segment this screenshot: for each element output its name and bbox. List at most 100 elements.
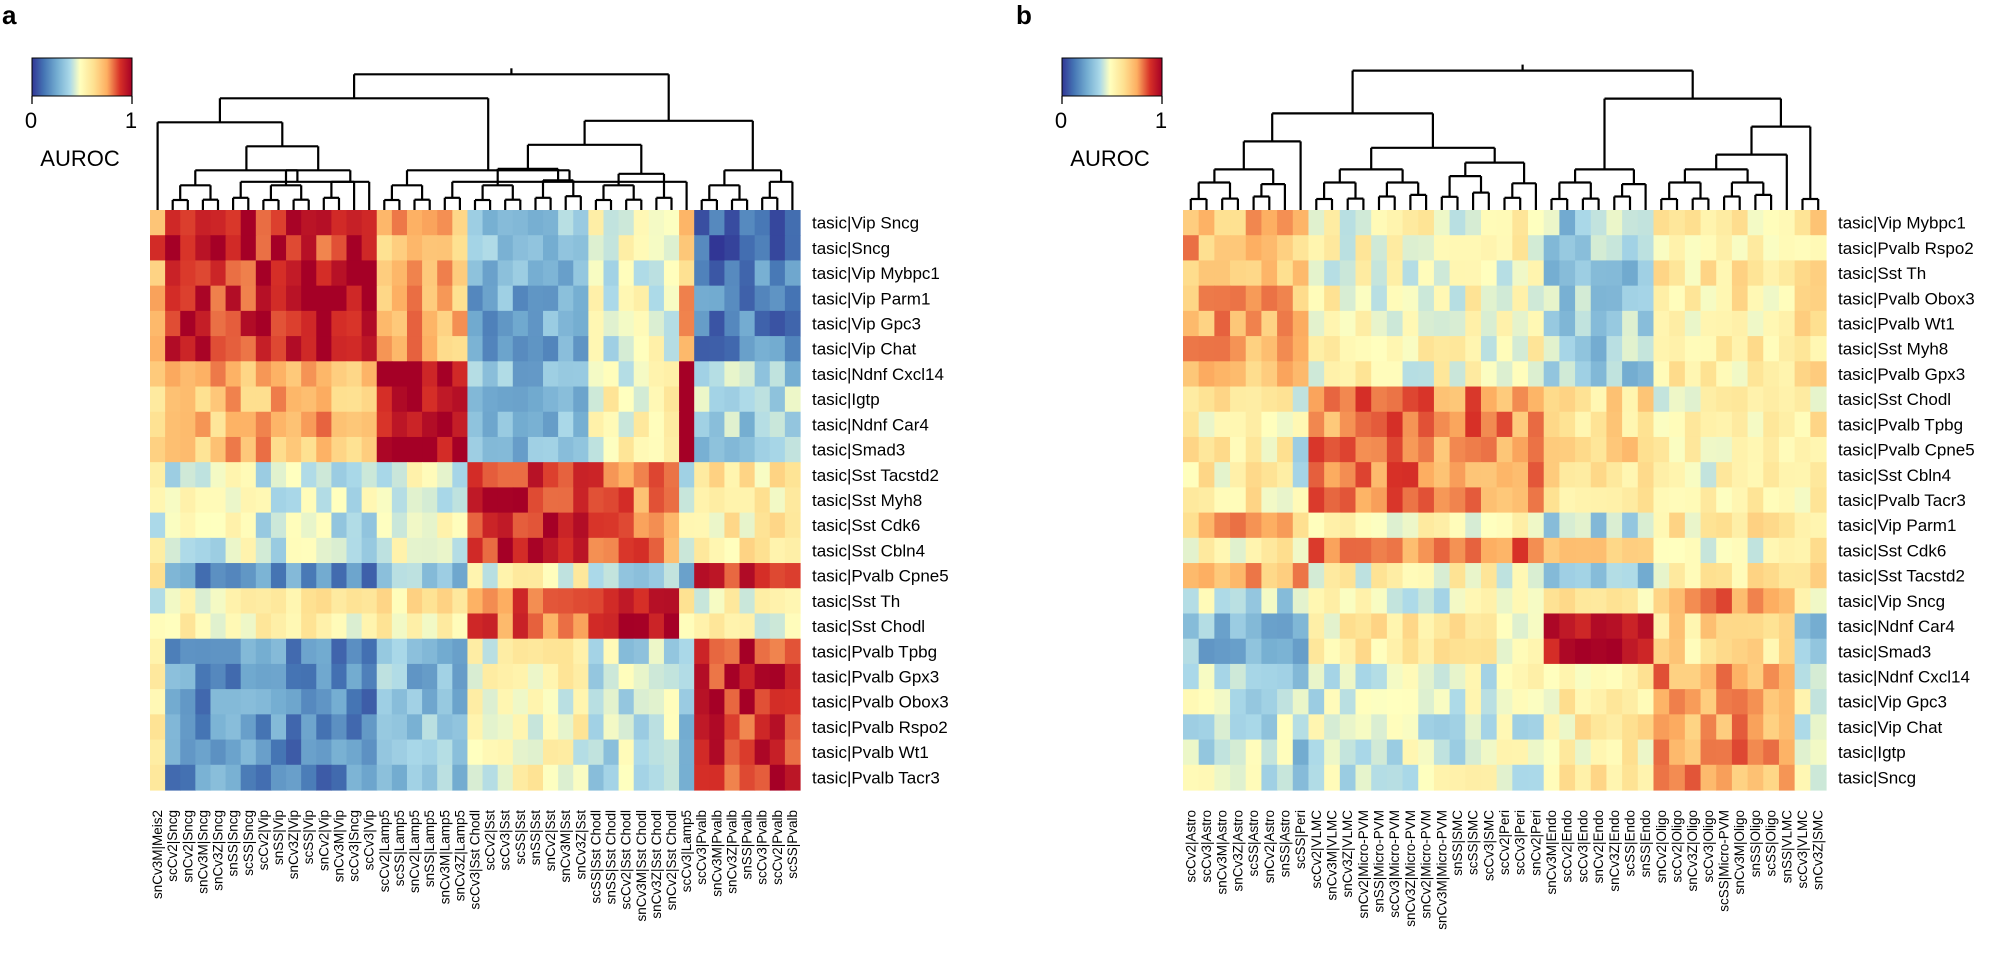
column-label: snSS|Sncg	[226, 810, 241, 877]
heatmap-cell	[573, 689, 589, 715]
heatmap-cell	[1653, 689, 1670, 715]
heatmap-cell	[1653, 386, 1670, 413]
heatmap-cell	[648, 411, 665, 438]
heatmap-cell	[452, 260, 469, 287]
heatmap-cell	[255, 310, 272, 337]
heatmap-cell	[301, 663, 317, 690]
column-label: scCv3|Vip	[362, 810, 377, 870]
heatmap-cell	[1700, 638, 1717, 665]
heatmap-cell	[286, 285, 302, 312]
row-label: tasic|Sncg	[812, 239, 890, 258]
heatmap-cell	[301, 210, 317, 236]
heatmap-cell	[1277, 663, 1294, 690]
heatmap-cell	[422, 512, 438, 539]
heatmap-cell	[1731, 411, 1749, 438]
heatmap-cell	[1183, 285, 1200, 312]
heatmap-cell	[1449, 411, 1466, 438]
heatmap-cell	[1512, 310, 1529, 337]
heatmap-cell	[784, 260, 801, 287]
heatmap-cell	[573, 436, 589, 463]
heatmap-cell	[1198, 210, 1215, 236]
heatmap-cell	[316, 487, 332, 514]
heatmap-cell	[1747, 764, 1764, 791]
heatmap-cell	[739, 714, 756, 741]
heatmap-cell	[1669, 563, 1686, 589]
heatmap-cell	[361, 764, 378, 791]
heatmap-cell	[784, 512, 801, 539]
heatmap-cell	[1480, 638, 1498, 665]
heatmap-cell	[1669, 411, 1686, 438]
heatmap-cell	[452, 411, 469, 438]
heatmap-cell	[1622, 210, 1639, 236]
heatmap-cell	[331, 336, 348, 362]
heatmap-cell	[527, 714, 544, 741]
heatmap-cell	[679, 512, 695, 539]
heatmap-cell	[1747, 260, 1764, 287]
column-label: snSS|Lamp5	[422, 810, 437, 887]
heatmap-cell	[1716, 588, 1733, 615]
column-label: scSS|Micro-PVM	[1717, 810, 1732, 912]
heatmap-cell	[694, 285, 710, 312]
heatmap-cell	[1308, 588, 1325, 615]
heatmap-cell	[1684, 386, 1702, 413]
heatmap-cell	[1277, 512, 1294, 539]
heatmap-cell	[1731, 436, 1749, 463]
heatmap-cell	[1198, 310, 1215, 337]
heatmap-cell	[709, 487, 726, 514]
heatmap-cell	[165, 638, 181, 665]
column-label: snCv2|Sst Chodl	[664, 810, 679, 910]
column-label: scSS|Sncg	[241, 810, 256, 876]
heatmap-cell	[1292, 336, 1310, 362]
heatmap-cell	[1245, 739, 1263, 766]
heatmap-cell	[1684, 210, 1702, 236]
heatmap-cell	[1653, 487, 1670, 514]
heatmap-cell	[663, 210, 680, 236]
heatmap-cell	[240, 285, 257, 312]
heatmap-cell	[1731, 260, 1749, 287]
heatmap-cell	[1559, 436, 1576, 463]
row-label: tasic|Vip Mybpc1	[812, 264, 940, 283]
heatmap-cell	[1230, 210, 1247, 236]
heatmap-cell	[1433, 613, 1451, 640]
heatmap-cell	[1245, 588, 1263, 615]
heatmap-cell	[210, 235, 227, 262]
heatmap-cell	[180, 663, 196, 690]
heatmap-cell	[422, 613, 438, 640]
heatmap-cell	[1292, 361, 1310, 388]
heatmap-cell	[376, 436, 393, 463]
heatmap-cell	[1684, 235, 1702, 262]
heatmap-cell	[603, 411, 620, 438]
heatmap-cell	[1747, 563, 1764, 589]
heatmap-cell	[467, 764, 484, 791]
heatmap-cell	[739, 588, 756, 615]
heatmap-cell	[1183, 537, 1200, 564]
heatmap-cell	[739, 663, 756, 690]
heatmap-cell	[543, 462, 559, 488]
heatmap-cell	[1480, 411, 1498, 438]
heatmap-cell	[1810, 411, 1827, 438]
heatmap-cell	[1183, 689, 1200, 715]
heatmap-cell	[1653, 411, 1670, 438]
heatmap-cell	[784, 663, 801, 690]
heatmap-cell	[1371, 336, 1388, 362]
heatmap-cell	[452, 663, 469, 690]
heatmap-cell	[316, 739, 332, 766]
heatmap-cell	[270, 764, 287, 791]
heatmap-cell	[784, 487, 801, 514]
heatmap-cell	[633, 689, 650, 715]
heatmap-cell	[301, 336, 317, 362]
heatmap-cell	[1449, 235, 1466, 262]
heatmap-cell	[497, 563, 514, 589]
heatmap-cell	[316, 436, 332, 463]
heatmap-cell	[1512, 764, 1529, 791]
heatmap-cell	[361, 512, 378, 539]
heatmap-cell	[1230, 663, 1247, 690]
heatmap-cell	[618, 285, 635, 312]
heatmap-cell	[1543, 436, 1560, 463]
row-label: tasic|Sst Cdk6	[1838, 541, 1946, 560]
heatmap-cell	[679, 487, 695, 514]
heatmap-cell	[1512, 235, 1529, 262]
column-label: scCv3|Oligo	[1701, 810, 1716, 883]
heatmap-cell	[573, 512, 589, 539]
heatmap-cell	[210, 689, 227, 715]
